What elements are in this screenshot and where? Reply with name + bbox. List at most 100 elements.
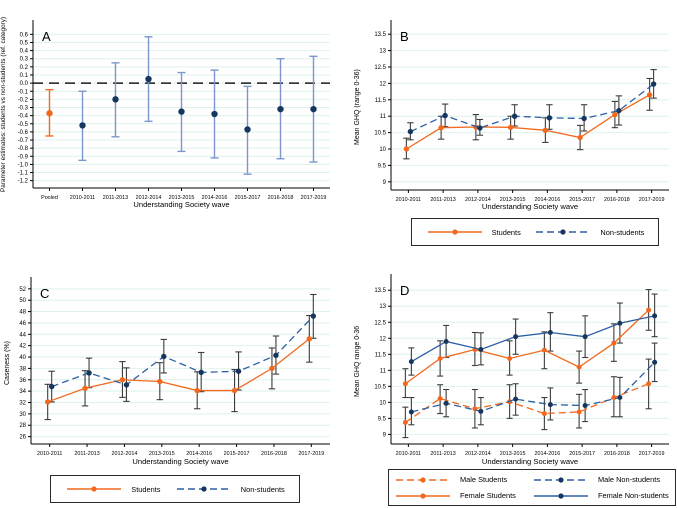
svg-text:12: 12: [379, 336, 386, 342]
legend-item: Female Students: [394, 491, 532, 501]
svg-text:13.5: 13.5: [374, 288, 386, 294]
svg-text:-1.2: -1.2: [18, 179, 29, 185]
svg-text:12: 12: [379, 81, 386, 87]
svg-text:9: 9: [383, 432, 387, 438]
svg-text:2013-2015: 2013-2015: [500, 197, 526, 203]
svg-text:2013-2015: 2013-2015: [169, 195, 195, 201]
panel-d: 9 9.5 10 10.5 11 11.5 12 12.5 13 13.5 2010-2011 201…: [339, 254, 677, 508]
legend-label: Male Non-students: [598, 475, 661, 484]
svg-text:2017-2019: 2017-2019: [639, 451, 665, 457]
svg-text:2014-2016: 2014-2016: [202, 195, 228, 201]
svg-text:-0.7: -0.7: [18, 138, 29, 144]
svg-text:2010-2011: 2010-2011: [396, 197, 421, 203]
svg-text:2016-2018: 2016-2018: [268, 195, 294, 201]
panel-a-x-axis-label: Understanding Society wave: [133, 200, 230, 209]
svg-text:32: 32: [19, 401, 26, 407]
panel-c-legend-box: Students Non-students: [50, 475, 300, 503]
svg-text:10.5: 10.5: [374, 131, 386, 137]
panel-b-plot-area: 9 9.5 10 10.5 11 11.5 12 12.5 13 13.5 2010-2011 201…: [374, 20, 669, 203]
svg-text:2015-2017: 2015-2017: [569, 451, 595, 457]
svg-text:36: 36: [19, 378, 26, 384]
panel-b-x-axis-label: Understanding Society wave: [481, 202, 579, 211]
svg-text:0.2: 0.2: [20, 65, 29, 71]
solid-line-marker-icon: [534, 492, 588, 499]
legend-label: Male Students: [460, 475, 508, 484]
legend-item: Students: [65, 484, 160, 494]
svg-text:10: 10: [379, 400, 386, 406]
svg-text:42: 42: [19, 344, 26, 350]
svg-text:2017-2019: 2017-2019: [301, 195, 327, 201]
svg-text:0.1: 0.1: [20, 73, 29, 79]
svg-text:2011-2013: 2011-2013: [430, 197, 455, 203]
svg-text:2015-2017: 2015-2017: [569, 197, 595, 203]
svg-text:-1.0: -1.0: [18, 162, 29, 168]
legend-item: Female Non-students: [532, 491, 670, 501]
panel-b-legend-box: Students Non-students: [411, 218, 659, 246]
svg-text:2012-2014: 2012-2014: [465, 197, 491, 203]
svg-text:28: 28: [19, 423, 26, 429]
panel-b-y-axis-label: Mean GHQ (range 0-36): [354, 69, 361, 146]
panel-a-plot-area: 0.6 0.5 0.4 0.3 0.2 0.1 0.0 -0.1 -0.2 -0.3 -0.4 -0.…: [18, 20, 330, 201]
solid-line-marker-icon: [67, 486, 122, 492]
svg-text:0.4: 0.4: [20, 49, 29, 55]
solid-line-marker-icon: [396, 492, 450, 499]
svg-text:9.5: 9.5: [378, 416, 387, 422]
svg-text:0.0: 0.0: [20, 81, 29, 87]
panel-a: 0.6 0.5 0.4 0.3 0.2 0.1 0.0 -0.1 -0.2 -0.3 -0.4 -0.…: [0, 0, 338, 254]
svg-text:12.5: 12.5: [374, 320, 386, 326]
dashed-line-marker-icon: [396, 476, 450, 483]
dashed-line-marker-icon: [534, 476, 588, 483]
panel-d-plot-area: 9 9.5 10 10.5 11 11.5 12 12.5 13 13.5 2010-2011 201…: [374, 274, 669, 457]
svg-text:38: 38: [19, 366, 26, 372]
dashed-line-marker-icon: [176, 486, 231, 492]
legend-label: Non-students: [240, 484, 285, 494]
svg-text:30: 30: [19, 412, 26, 418]
svg-text:11.5: 11.5: [375, 98, 387, 104]
svg-text:11: 11: [380, 368, 387, 374]
svg-text:11.5: 11.5: [375, 352, 387, 358]
svg-text:-0.9: -0.9: [18, 154, 29, 160]
svg-text:2012-2014: 2012-2014: [112, 451, 138, 457]
svg-text:44: 44: [19, 332, 26, 338]
svg-text:48: 48: [19, 310, 26, 316]
svg-text:D: D: [400, 283, 409, 298]
legend-label: Female Students: [460, 491, 516, 500]
svg-text:11: 11: [380, 114, 387, 120]
svg-text:2014-2016: 2014-2016: [186, 451, 212, 457]
svg-text:46: 46: [19, 321, 26, 327]
svg-text:2015-2017: 2015-2017: [224, 451, 250, 457]
solid-line-marker-icon: [427, 229, 482, 235]
svg-text:2011-2013: 2011-2013: [74, 451, 99, 457]
svg-text:-0.1: -0.1: [18, 89, 29, 95]
legend-label: Students: [131, 484, 161, 494]
svg-text:2011-2013: 2011-2013: [103, 195, 128, 201]
svg-text:52: 52: [19, 287, 26, 293]
svg-text:-0.5: -0.5: [18, 122, 29, 128]
svg-text:-0.2: -0.2: [18, 97, 29, 103]
svg-text:-0.4: -0.4: [18, 114, 29, 120]
svg-text:2012-2014: 2012-2014: [465, 451, 491, 457]
panel-c-plot-area: 26 28 30 32 34 36 38 40 42 44 46 48 50 52 2010-2011 201…: [19, 277, 330, 457]
svg-text:2017-2019: 2017-2019: [639, 197, 665, 203]
svg-text:13: 13: [379, 49, 386, 55]
legend-item: Male Non-students: [532, 475, 670, 485]
legend-label: Female Non-students: [598, 491, 669, 500]
svg-text:2011-2013: 2011-2013: [430, 451, 455, 457]
panel-a-y-axis-label: Parameter estimates: students vs non-stu…: [0, 16, 7, 192]
svg-text:0.5: 0.5: [20, 40, 29, 46]
svg-text:B: B: [400, 29, 409, 44]
panel-c: 26 28 30 32 34 36 38 40 42 44 46 48 50 52 2010-2011 201…: [0, 254, 338, 508]
svg-text:2016-2018: 2016-2018: [604, 197, 630, 203]
dashed-line-marker-icon: [536, 229, 591, 235]
svg-text:0.3: 0.3: [20, 57, 29, 63]
svg-text:9.5: 9.5: [378, 163, 387, 169]
svg-text:2012-2014: 2012-2014: [136, 195, 162, 201]
panel-b: 9 9.5 10 10.5 11 11.5 12 12.5 13 13.5 2010-2011 201…: [339, 0, 677, 254]
legend-label: Non-students: [600, 227, 645, 237]
svg-text:40: 40: [19, 355, 26, 361]
svg-text:2014-2016: 2014-2016: [534, 451, 560, 457]
svg-text:-0.6: -0.6: [18, 130, 29, 136]
svg-text:-0.8: -0.8: [18, 146, 29, 152]
svg-text:-1.1: -1.1: [18, 171, 29, 177]
panel-d-x-axis-label: Understanding Society wave: [481, 457, 579, 466]
